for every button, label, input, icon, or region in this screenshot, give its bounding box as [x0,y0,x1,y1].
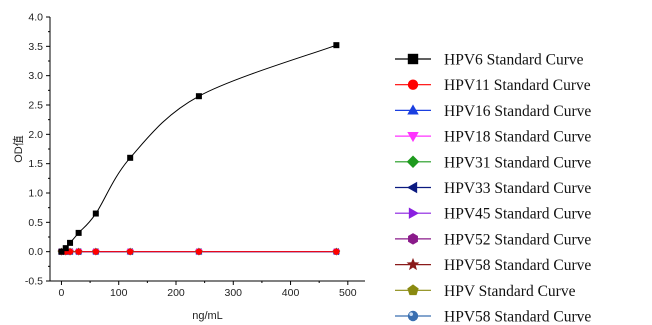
legend-label-10: HPV Standard Curve [444,283,576,300]
y-tick-label: 2.0 [28,129,43,141]
data-point-s1-2 [62,245,69,252]
data-point-s1-3 [67,239,74,246]
legend-marker-9 [406,257,420,271]
data-point-s1-8 [333,42,340,49]
data-point-s1-1 [58,248,65,255]
data-point-s2-5 [92,248,100,255]
y-tick-label: 3.0 [28,70,43,82]
data-point-s1-5 [92,210,99,217]
legend-label-4: HPV18 Standard Curve [444,129,591,146]
legend-label-3: HPV16 Standard Curve [444,103,591,120]
legend-marker-4 [407,131,419,143]
axes: -0.5 0.0 0.5 1.0 1.5 2.0 2.5 3.0 3.5 4.0 0 100 200 30… [12,12,365,322]
x-tick-label: 300 [225,287,243,299]
legend-marker-7 [408,207,419,219]
legend-marker-3 [407,104,419,115]
legend-marker-10 [407,284,419,296]
legend-label-9: HPV58 Standard Curve [444,257,591,274]
legend-marker-5 [406,155,420,169]
legend-label-7: HPV45 Standard Curve [444,206,591,223]
y-tick-label: 4.0 [28,12,43,24]
series-line-1 [61,44,337,253]
legend-marker-1 [407,53,419,65]
data-point-s1-6 [127,154,134,161]
legend-marker-6 [407,181,418,194]
data-point-s2-6 [126,248,134,255]
data-point-s2-7 [195,248,203,255]
data-point-s2-4 [75,248,82,255]
legend-label-5: HPV31 Standard Curve [444,154,591,171]
legend-label-11: HPV58 Standard Curve [444,309,591,325]
legend-label-8: HPV52 Standard Curve [444,231,591,248]
x-tick-label: 0 [59,287,65,299]
legend-label-6: HPV33 Standard Curve [444,180,591,197]
series-points [57,42,341,256]
legend-label-1: HPV6 Standard Curve [444,52,584,69]
x-tick-label: 100 [110,287,128,299]
y-tick-label: 3.5 [28,41,43,53]
x-axis-title: ng/mL [192,310,223,322]
x-tick-label: 200 [167,287,185,299]
y-axis-title: OD值 [12,135,25,163]
y-tick-label: -0.5 [25,276,43,288]
legend-marker-8 [408,233,418,245]
legend-label-2: HPV11 Standard Curve [444,77,591,94]
y-tick-label: 2.5 [28,100,43,112]
legend-marker-2 [407,79,419,90]
series-lines [61,44,337,253]
data-point-s2-8 [333,248,340,255]
legend: HPV6 Standard Curve HPV11 Standard Curve H… [395,52,591,325]
y-tick-label: 1.5 [28,158,43,170]
x-tick-label: 400 [282,287,300,299]
legend-marker-11 [407,310,419,322]
y-tick-label: 0.0 [28,246,43,258]
data-point-s1-4 [75,229,82,236]
legend-marker-11-highlight [409,312,413,316]
y-tick-label: 0.5 [28,217,43,229]
y-tick-label: 1.0 [28,188,43,200]
x-tick-label: 500 [339,287,357,299]
data-point-s1-7 [195,93,202,100]
